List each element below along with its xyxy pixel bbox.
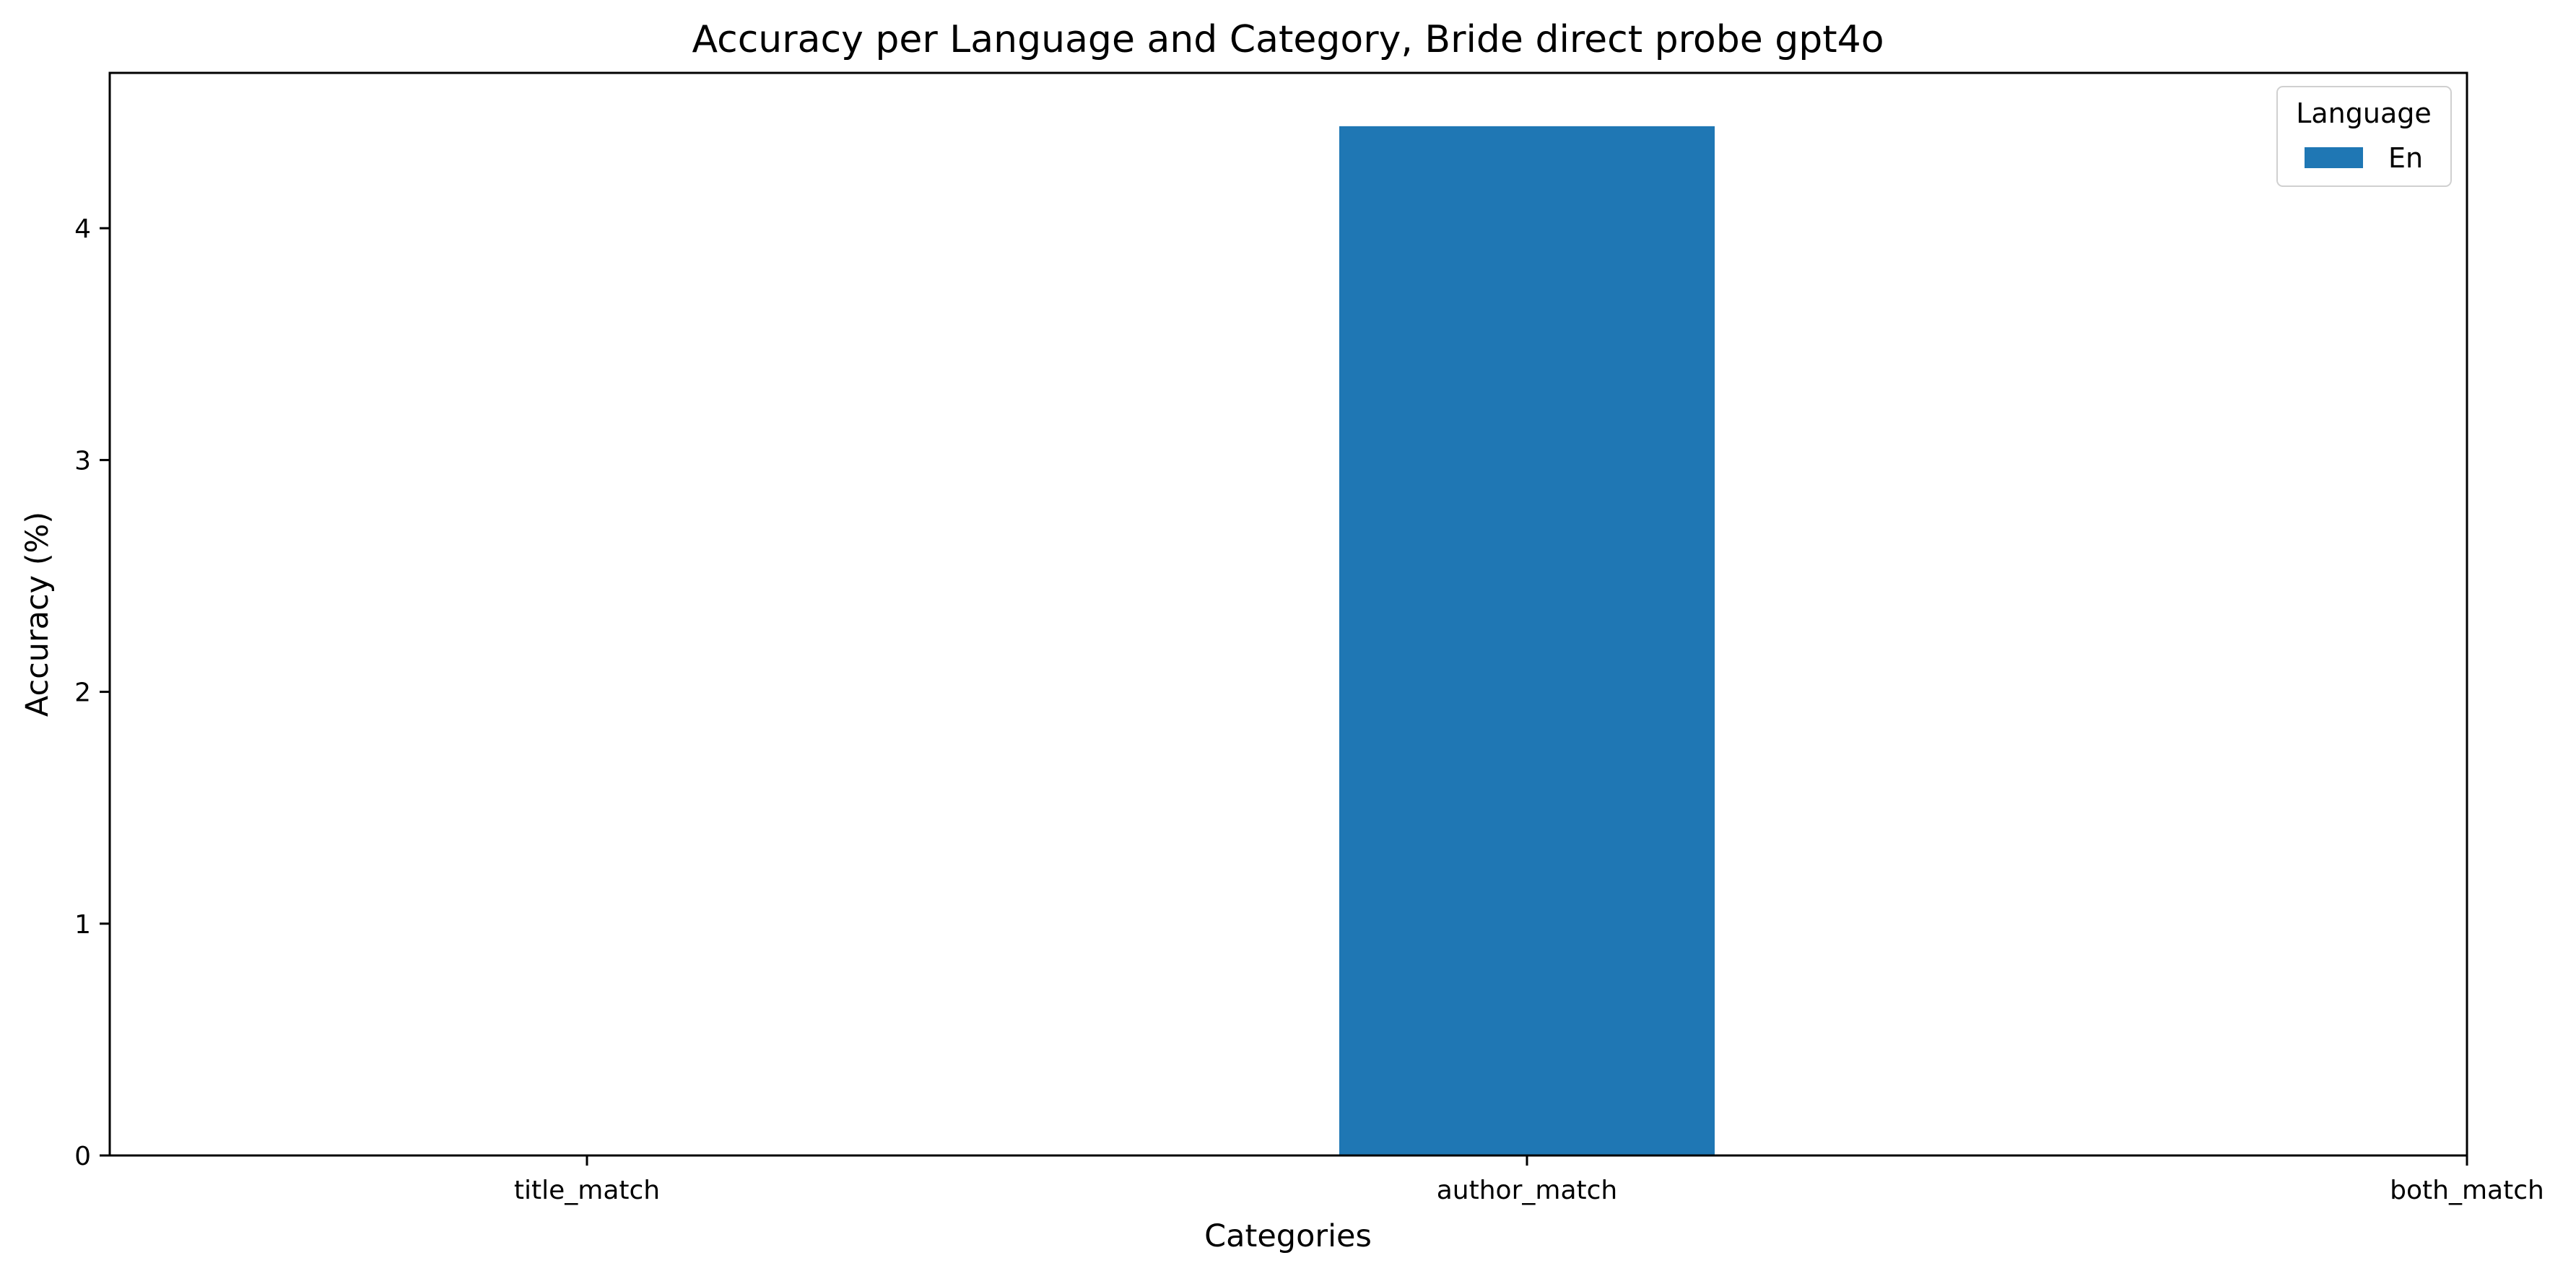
x-axis-title: Categories (1204, 1218, 1372, 1254)
legend-label: En (2388, 142, 2423, 174)
legend-title: Language (2296, 97, 2432, 129)
plot-frame (108, 71, 2468, 1157)
chart-title: Accuracy per Language and Category, Brid… (692, 18, 1884, 61)
y-tick-label: 1 (74, 910, 91, 940)
y-tick-label: 2 (74, 678, 91, 708)
x-tick-label: author_match (1437, 1176, 1618, 1205)
y-axis-title: Accuracy (%) (19, 512, 56, 717)
legend-swatch (2305, 147, 2363, 168)
legend-entries: En (2305, 142, 2423, 174)
chart-marks (1339, 126, 1715, 1155)
bar-author_match (1339, 126, 1715, 1155)
legend: Language En (2276, 86, 2452, 187)
x-axis: title_match author_match both_match (514, 1155, 2544, 1205)
y-axis: 0 1 2 3 4 (74, 214, 110, 1171)
x-tick-label: both_match (2390, 1176, 2544, 1205)
y-tick-label: 0 (74, 1142, 91, 1171)
x-tick-label: title_match (514, 1176, 660, 1205)
y-tick-label: 4 (74, 214, 91, 244)
y-tick-label: 3 (74, 446, 91, 476)
